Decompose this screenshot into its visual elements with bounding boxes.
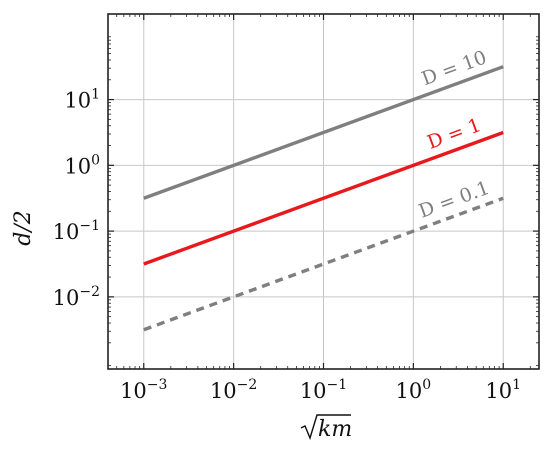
y-axis-label: d/2	[11, 210, 36, 246]
y-tick-label: 101	[64, 87, 100, 113]
series-label: D = 0.1	[416, 177, 493, 223]
x-tick-label: 10−1	[300, 377, 347, 403]
series-line-0	[143, 65, 504, 200]
x-axis-label: km	[300, 414, 352, 442]
x-tick-label: 10−3	[120, 377, 167, 403]
x-tick-label: 100	[396, 377, 432, 403]
x-axis-label-text: km	[318, 417, 352, 442]
y-tick-label: 100	[64, 152, 100, 178]
y-tick-label: 10−2	[53, 284, 100, 310]
sqrt-radical-icon	[300, 414, 351, 441]
series-label: D = 1	[424, 114, 484, 154]
series-line-1	[143, 130, 504, 266]
series-labels: D = 10D = 1D = 0.1	[416, 46, 493, 222]
x-tick-label: 10−2	[210, 377, 257, 403]
series-lines	[143, 65, 504, 332]
y-tick-label: 10−1	[53, 218, 100, 244]
x-tick-label: 101	[485, 377, 521, 403]
series-line-2	[143, 196, 504, 332]
grid-lines	[108, 14, 539, 369]
axis-ticks: 10−3 10−2 10−1 100 101 10−2 10−1 100 101	[53, 14, 539, 403]
